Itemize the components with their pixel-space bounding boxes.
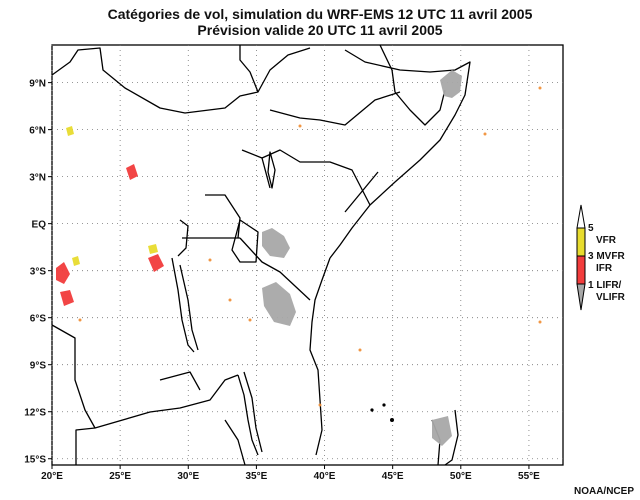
- vfr-areas: [66, 126, 158, 266]
- ifr-areas: [56, 164, 164, 306]
- lon-tick-label: 40°E: [314, 471, 336, 482]
- legend-label-vlifr: VLIFR: [596, 292, 626, 303]
- lat-tick-label: 3°N: [29, 173, 46, 184]
- legend-label-mvfr: 3 MVFR: [588, 251, 625, 262]
- lat-tick-label: 3°S: [30, 267, 47, 278]
- lat-lon-grid: [51, 45, 563, 465]
- map-title: Catégories de vol, simulation du WRF-EMS…: [107, 6, 533, 22]
- legend-ifr-swatch: [576, 255, 586, 285]
- lat-tick-label: 9°S: [30, 361, 47, 372]
- lat-tick-label: 9°N: [29, 79, 46, 90]
- lon-tick-label: 45°E: [382, 471, 404, 482]
- legend-label-5: 5: [588, 223, 594, 234]
- lon-tick-label: 20°E: [41, 471, 63, 482]
- legend-label-vfr: VFR: [596, 235, 617, 246]
- lon-tick-label: 30°E: [177, 471, 199, 482]
- flight-category-shading: [56, 70, 542, 446]
- legend-label-ifr: IFR: [596, 263, 613, 274]
- legend-vfr-swatch: [576, 227, 586, 257]
- small-islands: [370, 403, 394, 422]
- legend-top-triangle: [576, 204, 586, 229]
- credit-label: NOAA/NCEP: [573, 486, 634, 497]
- lifr-areas: [262, 70, 462, 446]
- legend-bottom-triangle: [576, 283, 586, 311]
- coastlines-borders: [51, 44, 471, 466]
- legend-label-lifr: 1 LIFR/: [588, 280, 622, 291]
- axis-ticks: 9°N 6°N 3°N EQ 3°S 6°S 9°S 12°S 15°S 20°E 25°E 30°E…: [24, 79, 540, 482]
- lat-tick-label: 12°S: [24, 408, 46, 419]
- lat-tick-label: EQ: [32, 220, 47, 231]
- lon-tick-label: 35°E: [246, 471, 268, 482]
- lon-tick-label: 50°E: [450, 471, 472, 482]
- lon-tick-label: 55°E: [518, 471, 540, 482]
- lon-tick-label: 25°E: [109, 471, 131, 482]
- flight-category-legend: 5 VFR 3 MVFR IFR 1 LIFR/ VLIFR: [576, 204, 626, 311]
- map-subtitle: Prévision valide 20 UTC 11 avril 2005: [197, 22, 443, 38]
- lat-tick-label: 15°S: [24, 455, 46, 466]
- mvfr-speckles: [78, 86, 542, 407]
- lat-tick-label: 6°S: [30, 314, 47, 325]
- lat-tick-label: 6°N: [29, 126, 46, 137]
- map-frame: [51, 44, 564, 466]
